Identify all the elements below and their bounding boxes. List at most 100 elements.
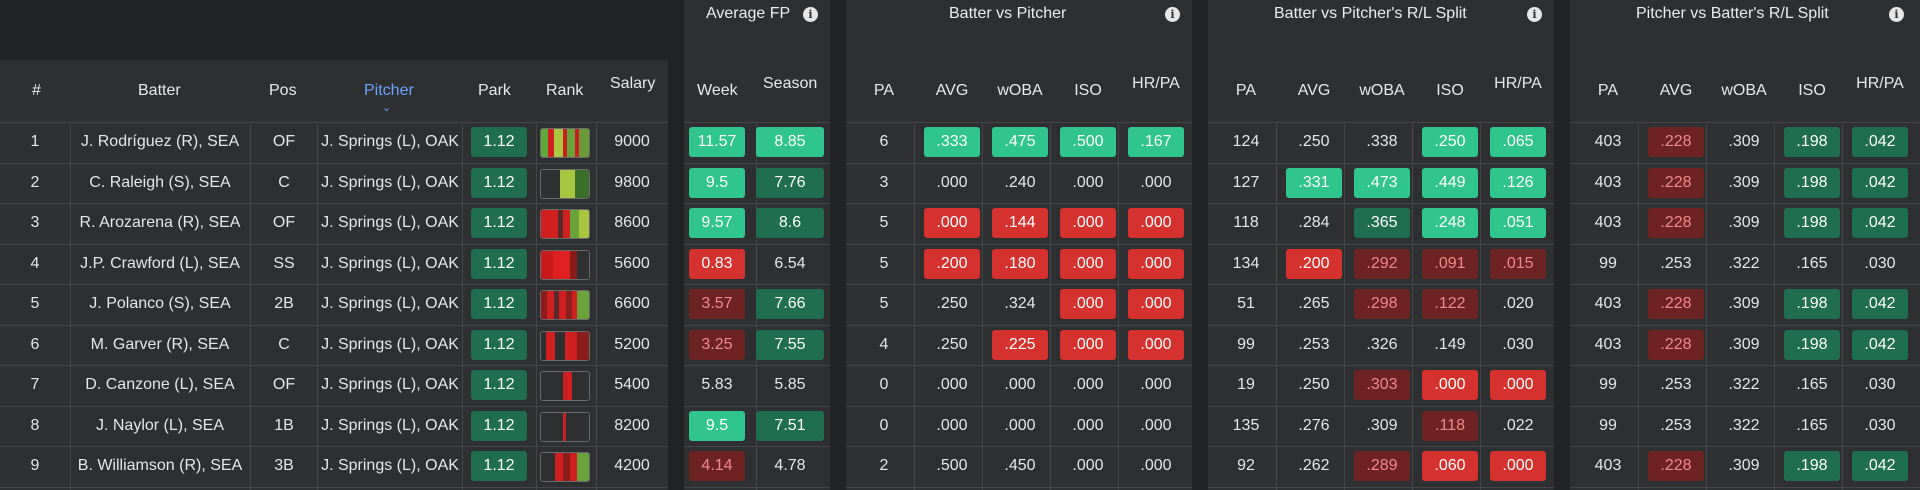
pvs-iso: .198 (1784, 168, 1840, 198)
col-header-salary[interactable]: Salary (610, 75, 656, 92)
row-divider (1208, 406, 1554, 407)
pitcher-name: J. Springs (L), OAK (321, 255, 459, 272)
rank-segment (553, 251, 570, 279)
bvp-woba: .475 (992, 127, 1048, 157)
position: 2B (274, 295, 294, 312)
row-number: 5 (30, 295, 40, 312)
bvp-pa: 5 (879, 255, 889, 272)
col-header-bvp-iso[interactable]: ISO (1074, 82, 1102, 99)
column-divider (1276, 122, 1277, 490)
rank-segment (572, 372, 589, 400)
bvs-woba: .365 (1354, 208, 1410, 238)
rank-segment (565, 291, 572, 319)
row-divider (1570, 406, 1920, 407)
bvs-avg: .250 (1298, 376, 1330, 393)
pvs-woba: .309 (1728, 214, 1760, 231)
rank-segment (555, 332, 565, 360)
rank-segment (541, 453, 556, 481)
position: C (278, 336, 290, 353)
row-divider (846, 446, 1192, 447)
row-divider (0, 446, 668, 447)
avg-fp-week: 9.5 (689, 411, 745, 441)
row-divider (1208, 365, 1554, 366)
bvs-woba: .298 (1354, 289, 1410, 319)
batter-name: J. Naylor (L), SEA (95, 417, 225, 434)
pitcher-name: J. Springs (L), OAK (321, 376, 459, 393)
rank-segment (553, 291, 559, 319)
row-divider (0, 284, 668, 285)
col-header-week[interactable]: Week (697, 82, 738, 99)
col-header-pvs-hr-pa[interactable]: HR/PA (1856, 75, 1904, 92)
row-divider (846, 244, 1192, 245)
bvs-woba: .338 (1366, 133, 1398, 150)
rank-segment (560, 170, 575, 198)
row-divider (684, 244, 830, 245)
bvs-woba: .473 (1354, 168, 1410, 198)
bvp-woba: .225 (992, 330, 1048, 360)
col-header-rank[interactable]: Rank (546, 82, 584, 99)
bvp-avg: .250 (936, 295, 968, 312)
row-divider (0, 487, 668, 488)
bvp-iso: .000 (1060, 249, 1116, 279)
col-header-bvs-iso[interactable]: ISO (1436, 82, 1464, 99)
col-header-bvp-avg[interactable]: AVG (935, 82, 969, 99)
col-header-bvp-pa[interactable]: PA (873, 82, 895, 99)
col-header-bvs-woba[interactable]: wOBA (1359, 82, 1405, 99)
rank-segment (541, 413, 563, 441)
avg-fp-season: 7.51 (756, 411, 824, 441)
col-header-season[interactable]: Season (763, 75, 818, 92)
bvp-woba: .180 (992, 249, 1048, 279)
rank-segment (577, 453, 589, 481)
pvs-hr-pa: .042 (1852, 451, 1908, 481)
bvp-iso: .000 (1060, 289, 1116, 319)
col-header-pvs-iso[interactable]: ISO (1798, 82, 1826, 99)
row-divider (1570, 122, 1920, 123)
pvs-avg: .228 (1648, 289, 1704, 319)
bvs-pa: 124 (1232, 133, 1260, 150)
row-divider (684, 487, 830, 488)
bvp-hr-pa: .000 (1140, 457, 1172, 474)
col-header-pos[interactable]: Pos (269, 82, 297, 99)
pvs-avg: .228 (1648, 451, 1704, 481)
row-divider (846, 325, 1192, 326)
col-header-pvs-pa[interactable]: PA (1597, 82, 1619, 99)
col-header-bvs-hr-pa[interactable]: HR/PA (1494, 75, 1542, 92)
sort-descending-icon[interactable]: ⌄ (382, 102, 392, 114)
bvs-avg: .262 (1298, 457, 1330, 474)
col-header-pitcher[interactable]: Pitcher (364, 82, 414, 99)
pvs-avg: .228 (1648, 330, 1704, 360)
row-divider (1208, 122, 1554, 123)
col-header-pvs-woba[interactable]: wOBA (1721, 82, 1767, 99)
col-header-bvp-woba[interactable]: wOBA (997, 82, 1043, 99)
row-divider (0, 163, 668, 164)
col-header-bvs-avg[interactable]: AVG (1297, 82, 1331, 99)
col-header-bvp-hr-pa[interactable]: HR/PA (1132, 75, 1180, 92)
col-header-park[interactable]: Park (478, 82, 511, 99)
col-header-batter[interactable]: Batter (138, 82, 181, 99)
column-divider (462, 122, 463, 490)
position: OF (272, 376, 296, 393)
salary: 8600 (614, 214, 650, 231)
col-header-bvs-pa[interactable]: PA (1235, 82, 1257, 99)
rank-bar (540, 412, 590, 442)
info-icon[interactable]: i (1527, 7, 1542, 22)
col-header-pvs-avg[interactable]: AVG (1659, 82, 1693, 99)
bvp-iso: .000 (1072, 376, 1104, 393)
bvs-hr-pa: .051 (1490, 208, 1546, 238)
avg-fp-week: 4.14 (689, 451, 745, 481)
position: 1B (274, 417, 294, 434)
info-icon[interactable]: i (1165, 7, 1180, 22)
pvs-iso: .165 (1796, 376, 1828, 393)
bvs-woba: .309 (1366, 417, 1398, 434)
row-divider (1570, 244, 1920, 245)
pvs-pa: 99 (1599, 255, 1617, 272)
col-header-num[interactable]: # (32, 82, 41, 99)
batter-name: M. Garver (R), SEA (90, 336, 230, 353)
avg-fp-season: 7.55 (756, 330, 824, 360)
avg-fp-week: 9.5 (689, 168, 745, 198)
info-icon[interactable]: i (803, 7, 818, 22)
pvs-iso: .198 (1784, 127, 1840, 157)
info-icon[interactable]: i (1889, 7, 1904, 22)
pvs-hr-pa: .042 (1852, 127, 1908, 157)
bvs-hr-pa: .022 (1502, 417, 1534, 434)
